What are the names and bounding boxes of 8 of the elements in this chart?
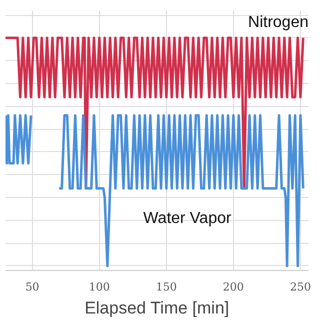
x-tick-label: 150 [156, 280, 177, 294]
x-axis-title: Elapsed Time [min] [84, 298, 230, 318]
x-tick-label: 100 [88, 280, 110, 294]
x-tick-label: 200 [222, 280, 244, 294]
x-tick-label: 250 [290, 280, 311, 294]
x-tick-label: 50 [25, 280, 40, 294]
series-label: Nitrogen [248, 14, 309, 32]
series-label: Water Vapor [143, 210, 232, 228]
